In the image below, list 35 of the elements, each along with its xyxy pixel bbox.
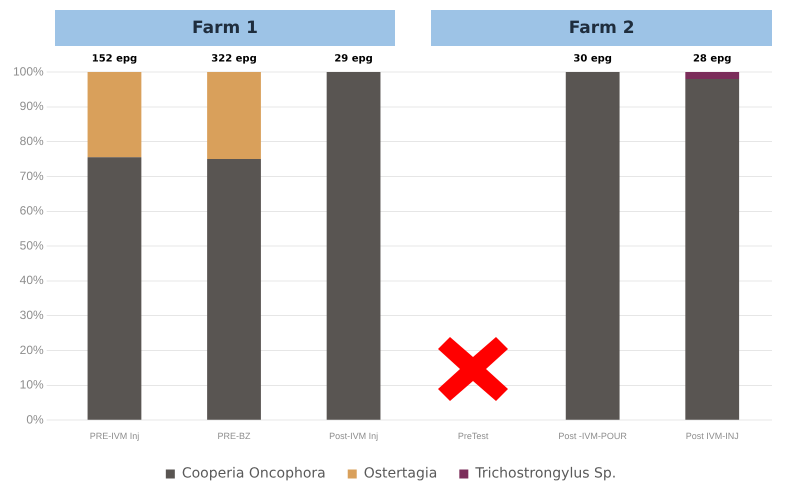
annotation: 322 epg (211, 54, 257, 65)
y-tick-label: 10% (20, 378, 44, 392)
x-tick-label: PRE-IVM Inj (90, 431, 140, 442)
y-tick-label: 30% (20, 308, 44, 322)
y-tick-label: 100% (12, 64, 44, 78)
y-tick-label: 70% (20, 168, 44, 183)
y-tick-label: 40% (20, 273, 44, 288)
bar (326, 72, 380, 420)
y-tick-label: 80% (20, 134, 44, 148)
x-tick-label: PRE-BZ (218, 431, 252, 442)
y-tick-label: 20% (20, 342, 44, 357)
annotation: 30 epg (573, 54, 612, 65)
x-tick-label: PreTest (458, 431, 489, 442)
text: Farm 1 (54, 10, 396, 46)
legend-label: Trichostrongylus Sp. (474, 466, 616, 482)
x-tick-label: Post-IVM Inj (329, 431, 378, 442)
bar (207, 159, 261, 420)
x-tick-label: Post -IVM-POUR (558, 431, 628, 442)
annotation: 28 epg (692, 54, 732, 65)
y-tick-label: 50% (20, 238, 44, 252)
legend-label: Cooperia Oncophora (182, 466, 326, 482)
text: Farm 2 (431, 10, 772, 46)
bar (88, 72, 142, 158)
legend-label: Ostertagia (364, 466, 438, 482)
annotation: 152 epg (92, 54, 138, 65)
bar (207, 72, 261, 160)
annotation: 29 epg (334, 54, 373, 65)
y-tick-label: 0% (26, 412, 44, 427)
bar (685, 72, 740, 79)
x-tick-label: Post IVM-INJ (686, 431, 739, 442)
bar (566, 72, 620, 420)
y-tick-label: 60% (20, 204, 44, 218)
y-tick-label: 90% (20, 99, 44, 114)
bar (88, 157, 142, 420)
bar (685, 78, 740, 420)
